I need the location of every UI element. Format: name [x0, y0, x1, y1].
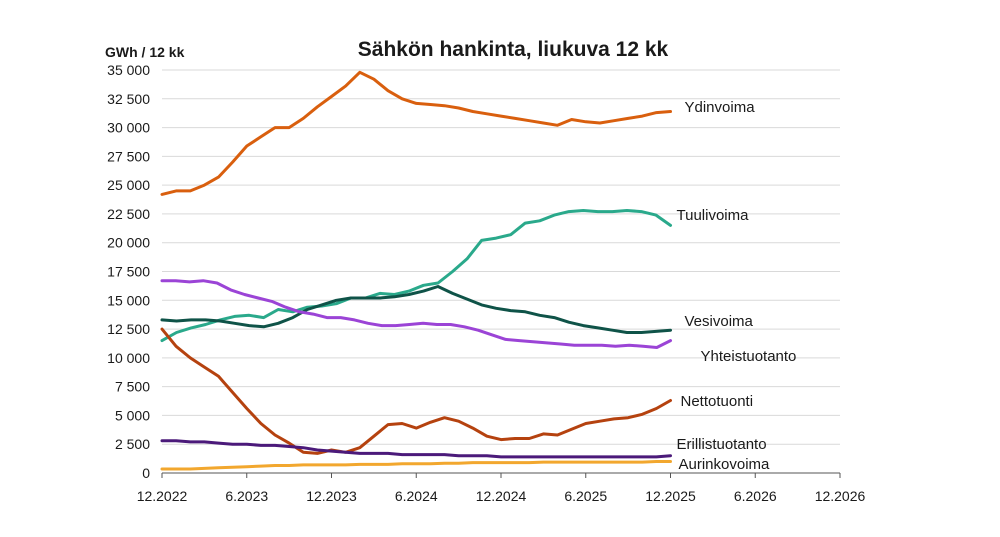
x-tick-label: 6.2024: [395, 488, 438, 504]
series-label-nettotuonti: Nettotuonti: [681, 393, 754, 410]
series-line-vesivoima: [160, 285, 672, 334]
series-line-erillistuotanto: [160, 439, 672, 459]
y-tick-label: 5 000: [115, 407, 150, 423]
series-label-vesivoima: Vesivoima: [685, 313, 754, 330]
y-tick-label: 7 500: [115, 379, 150, 395]
x-tick-label: 12.2023: [306, 488, 357, 504]
axes: 0 2 500 5 000 7 500 10 000 12 500 15 000 17 500…: [107, 62, 865, 504]
series-label-tuulivoima: Tuulivoima: [677, 207, 750, 224]
series-label-ydinvoima: Ydinvoima: [685, 99, 756, 116]
gridlines: [162, 69, 840, 445]
y-tick-label: 32 500: [107, 91, 150, 107]
y-tick-label: 15 000: [107, 292, 150, 308]
series-line-aurinkovoima: [160, 460, 672, 471]
x-tick-label: 6.2026: [734, 488, 777, 504]
x-tick-label: 12.2024: [476, 488, 527, 504]
series-label-erillistuotanto: Erillistuotanto: [677, 436, 767, 453]
y-tick-label: 30 000: [107, 120, 150, 136]
y-tick-label: 25 000: [107, 177, 150, 193]
y-tick-label: 27 500: [107, 148, 150, 164]
series-line-ydinvoima: [160, 70, 672, 196]
y-tick-label: 35 000: [107, 62, 150, 78]
y-tick-label: 22 500: [107, 206, 150, 222]
y-tick-label: 2 500: [115, 436, 150, 452]
series-line-nettotuonti: [160, 327, 672, 455]
y-tick-label: 0: [142, 465, 150, 481]
series-label-yhteistuotanto: Yhteistuotanto: [701, 348, 797, 365]
series-line-yhteistuotanto: [160, 279, 672, 349]
y-tick-label: 12 500: [107, 321, 150, 337]
y-axis-label: GWh / 12 kk: [105, 44, 185, 60]
x-tick-label: 12.2025: [645, 488, 696, 504]
series-label-aurinkovoima: Aurinkovoima: [679, 456, 771, 473]
x-tick-label: 6.2023: [225, 488, 268, 504]
series-lines: [160, 70, 672, 471]
y-tick-label: 10 000: [107, 350, 150, 366]
chart-title: Sähkön hankinta, liukuva 12 kk: [358, 38, 669, 61]
x-tick-label: 6.2025: [564, 488, 607, 504]
x-tick-label: 12.2022: [137, 488, 188, 504]
y-tick-label: 17 500: [107, 264, 150, 280]
series-line-tuulivoima: [160, 209, 672, 343]
series-labels: Ydinvoima Tuulivoima Vesivoima Yhteistuotan…: [677, 99, 797, 473]
x-tick-label: 12.2026: [815, 488, 866, 504]
y-tick-label: 20 000: [107, 235, 150, 251]
